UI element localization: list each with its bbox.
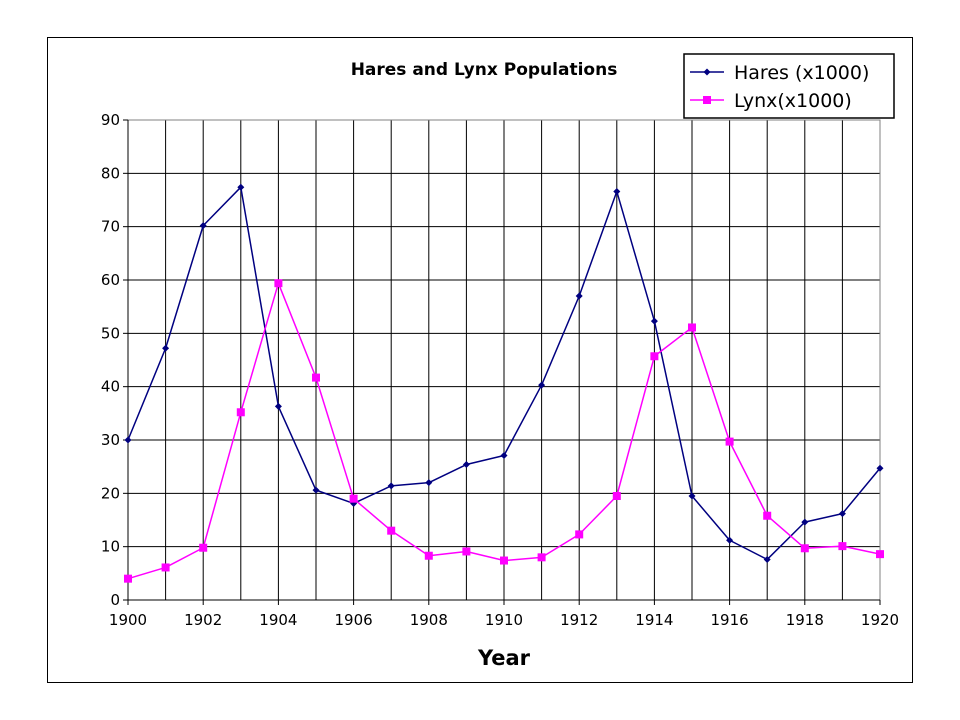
lynx-legend-label: Lynx(x1000) — [734, 90, 852, 112]
x-tick-label: 1910 — [485, 611, 523, 629]
x-tick-label: 1912 — [560, 611, 598, 629]
y-tick-label: 40 — [101, 378, 120, 396]
lynx-legend-marker — [703, 96, 711, 104]
hares-point — [237, 183, 245, 191]
x-tick-label: 1906 — [335, 611, 373, 629]
lynx-point — [124, 574, 132, 583]
lynx-point — [349, 494, 358, 503]
y-tick-label: 90 — [101, 111, 120, 129]
hares-point — [801, 518, 809, 526]
hares-point — [312, 486, 320, 494]
hares-point — [162, 344, 170, 352]
hares-point — [688, 492, 696, 500]
x-tick-label: 1900 — [109, 611, 147, 629]
lynx-point — [575, 530, 584, 539]
grid-lines — [127, 119, 881, 600]
x-tick-label: 1902 — [184, 611, 222, 629]
hares-point — [763, 555, 771, 563]
hares-point — [199, 222, 207, 230]
lynx-point — [650, 352, 659, 361]
y-tick-label: 50 — [101, 324, 120, 342]
lynx-point — [612, 492, 621, 500]
y-tick-label: 60 — [101, 271, 120, 289]
lynx-point — [312, 373, 320, 382]
x-tick-label: 1908 — [410, 611, 448, 629]
y-tick-label: 80 — [101, 164, 120, 182]
y-tick-label: 30 — [101, 431, 120, 449]
lynx-point — [800, 544, 809, 553]
x-axis-title: Year — [477, 646, 531, 670]
lynx-point — [199, 543, 208, 552]
hares-point — [500, 451, 508, 459]
y-tick-label: 70 — [101, 218, 120, 236]
hares-point — [124, 436, 132, 444]
hares-point — [838, 510, 846, 518]
lynx-point — [161, 563, 170, 572]
hares-series — [124, 183, 884, 563]
y-tick-label: 20 — [101, 484, 120, 502]
lynx-point — [387, 526, 396, 535]
y-tick-label: 0 — [110, 591, 120, 609]
x-tick-label: 1914 — [635, 611, 673, 629]
hares-point — [575, 292, 583, 300]
series-layer — [124, 183, 884, 583]
hares-point — [650, 317, 658, 325]
lynx-point — [236, 408, 245, 417]
hares-point — [387, 482, 395, 490]
lynx-point — [838, 542, 847, 551]
hares-point — [876, 464, 884, 472]
lynx-point — [274, 279, 283, 288]
lynx-point — [688, 323, 696, 332]
lynx-point — [424, 551, 433, 560]
lynx-point — [763, 511, 772, 520]
x-tick-label: 1918 — [786, 611, 824, 629]
chart-title: Hares and Lynx Populations — [351, 60, 618, 80]
lynx-series — [124, 279, 884, 583]
y-tick-label: 10 — [101, 538, 120, 556]
x-tick-label: 1916 — [711, 611, 749, 629]
hares-point — [726, 536, 734, 544]
lynx-point — [462, 547, 471, 556]
hares-legend-label: Hares (x1000) — [734, 62, 869, 84]
hares-legend-marker — [703, 68, 711, 76]
legend-box — [683, 53, 895, 119]
lynx-point — [876, 550, 884, 559]
hares-point — [425, 479, 433, 487]
x-tick-label: 1904 — [259, 611, 297, 629]
legend: Hares (x1000) Lynx(x1000) — [683, 53, 895, 119]
axes: 0 10 20 30 40 50 60 70 80 90 1900 1902 1904 1906 1908 1… — [101, 111, 899, 629]
hares-point — [462, 461, 470, 469]
lynx-point — [500, 556, 508, 565]
x-tick-label: 1920 — [861, 611, 899, 629]
hares-point — [274, 402, 282, 410]
lynx-point — [725, 437, 734, 446]
hares-point — [538, 381, 546, 389]
lynx-point — [537, 553, 546, 562]
hares-point — [613, 187, 621, 195]
